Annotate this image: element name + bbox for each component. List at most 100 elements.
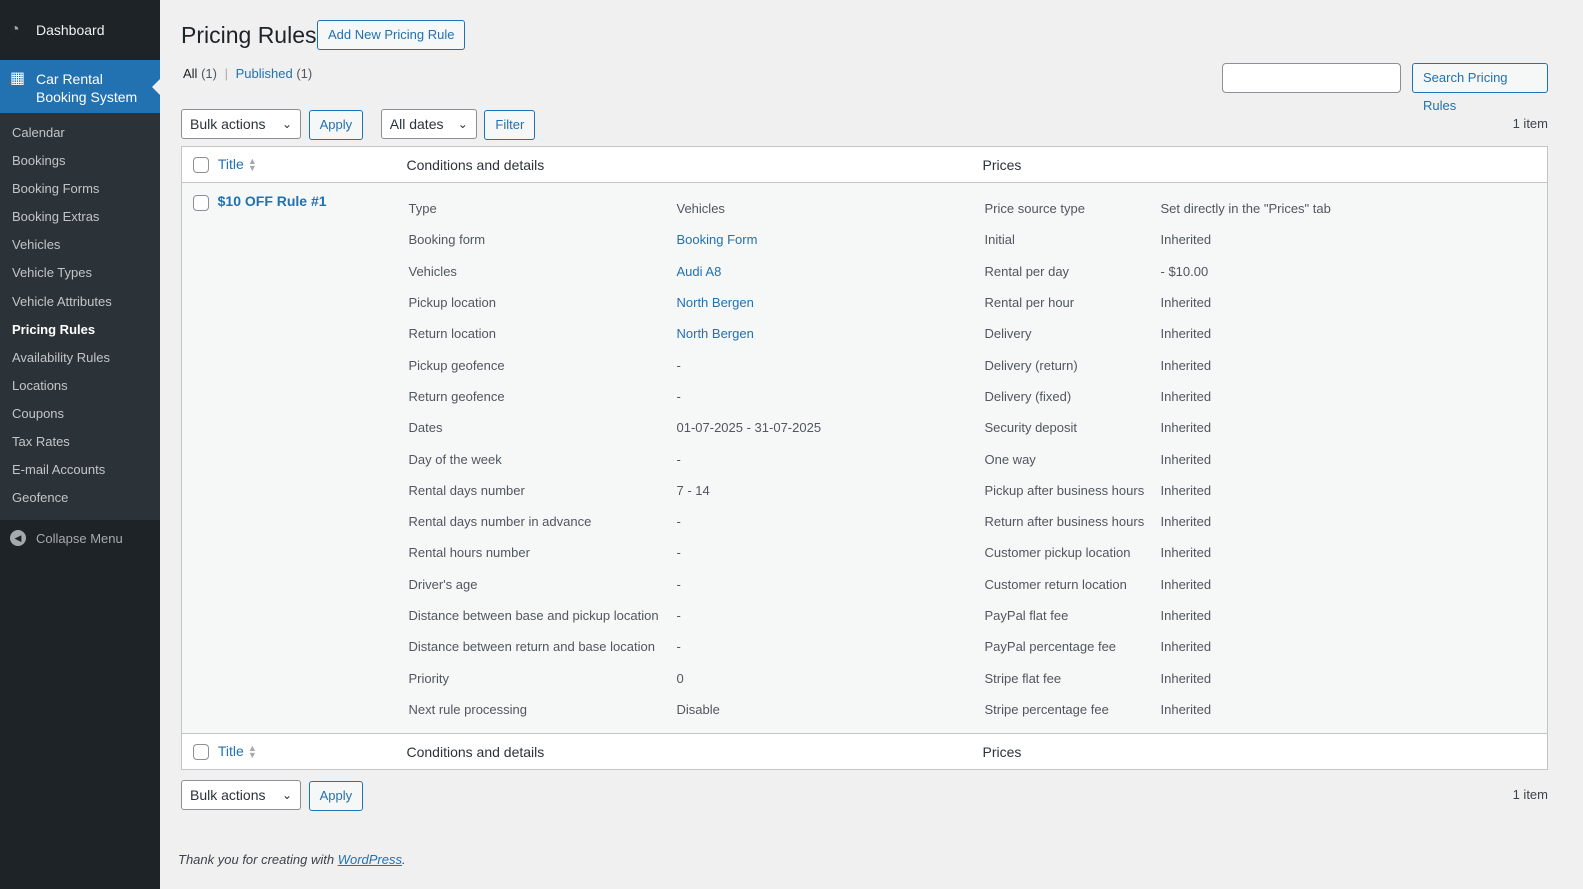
bulk-actions-select-bottom[interactable]: Bulk actions ⌄ [181, 780, 301, 810]
collapse-icon: ◀ [10, 530, 26, 547]
prices-label: Delivery [984, 326, 1032, 342]
admin-footer: Thank you for creating with WordPress. [178, 852, 406, 867]
prices-label: Customer pickup location [984, 545, 1131, 561]
prices-label: Customer return location [984, 576, 1127, 592]
search-input[interactable] [1222, 63, 1401, 93]
prices-label: PayPal flat fee [984, 608, 1069, 623]
add-new-button[interactable]: Add New Pricing Rule [317, 20, 466, 50]
prices-row: Price source type Set directly in the "Pr… [983, 193, 1543, 224]
submenu-item[interactable]: Booking Extras [12, 209, 100, 225]
admin-sidebar: ◔ Dashboard ▦ Car Rental Booking System Ca… [0, 0, 160, 889]
prices-row: Customer pickup location Inherited [983, 537, 1543, 568]
prices-label: Price source type [984, 201, 1085, 217]
conditions-value: 7 - 14 [676, 482, 710, 498]
conditions-value: - [676, 545, 681, 561]
prices-value: Inherited [1160, 639, 1212, 655]
conditions-label: Day of the week [408, 451, 502, 467]
submenu-item[interactable]: Locations [12, 377, 68, 393]
conditions-label: Pickup geofence [408, 357, 505, 373]
submenu-item[interactable]: Tax Rates [12, 434, 70, 450]
submenu-item[interactable]: E-mail Accounts [12, 462, 106, 478]
menu-car-rental[interactable]: ▦ Car Rental Booking System [0, 60, 160, 113]
prices-value: Inherited [1160, 451, 1212, 467]
select-all-checkbox-footer[interactable] [193, 744, 209, 761]
submenu-item[interactable]: Calendar [12, 125, 65, 140]
prices-value: Inherited [1160, 670, 1212, 686]
conditions-value: - [676, 639, 681, 655]
dates-select[interactable]: All dates ⌄ [380, 109, 477, 139]
filter-button[interactable]: Filter [484, 110, 536, 140]
prices-row: Customer return location Inherited [983, 569, 1543, 600]
menu-dashboard[interactable]: ◔ Dashboard [10, 21, 105, 38]
view-published[interactable]: Published [235, 66, 293, 81]
submenu-item[interactable]: Booking Forms [12, 181, 100, 197]
prices-label: Rental per hour [984, 295, 1075, 311]
chevron-down-icon: ⌄ [281, 788, 292, 802]
prices-value: Inherited [1160, 576, 1212, 592]
conditions-label: Distance between return and base locatio… [408, 639, 655, 655]
conditions-value: 0 [676, 670, 684, 686]
prices-value: Inherited [1160, 420, 1212, 436]
conditions-value-link[interactable]: Audi A8 [676, 263, 722, 279]
conditions-row: Dates 01-07-2025 - 31-07-2025 [407, 412, 983, 443]
conditions-label: Rental hours number [408, 545, 530, 561]
search-button[interactable]: Search Pricing Rules [1412, 63, 1548, 113]
prices-row: Return after business hours Inherited [983, 506, 1543, 537]
submenu-item[interactable]: Vehicle Attributes [12, 293, 112, 309]
submenu-item[interactable]: Geofence [12, 490, 69, 506]
conditions-label: Rental days number in advance [408, 514, 592, 530]
prices-row: Initial Inherited [983, 224, 1543, 255]
conditions-label: Return location [408, 326, 496, 342]
conditions-value-link[interactable]: Booking Form [676, 232, 758, 248]
conditions-value-link[interactable]: North Bergen [676, 295, 754, 311]
conditions-row: Vehicles Audi A8 [407, 256, 983, 287]
select-all-checkbox[interactable] [193, 157, 209, 174]
conditions-value: - [676, 357, 681, 373]
conditions-value: - [676, 388, 681, 404]
item-count-bottom: 1 item [1512, 787, 1548, 802]
prices-row: Rental per hour Inherited [983, 287, 1543, 318]
col-prices-footer: Prices [982, 733, 1548, 770]
col-conditions: Conditions and details [406, 146, 983, 183]
prices-value: Inherited [1160, 232, 1212, 248]
view-all[interactable]: All [183, 66, 198, 81]
conditions-row: Day of the week - [407, 443, 983, 474]
prices-row: Delivery (fixed) Inherited [983, 381, 1543, 412]
prices-label: Stripe flat fee [984, 670, 1062, 686]
conditions-label: Next rule processing [408, 701, 528, 717]
collapse-menu-button[interactable]: ◀ Collapse Menu [0, 520, 160, 547]
prices-value: Inherited [1160, 357, 1212, 373]
item-count: 1 item [1512, 116, 1548, 131]
wordpress-link[interactable]: WordPress [337, 852, 402, 867]
rule-title-link[interactable]: $10 OFF Rule #1 [217, 193, 327, 209]
apply-button[interactable]: Apply [308, 110, 364, 140]
prices-row: PayPal percentage fee Inherited [983, 631, 1543, 662]
submenu-item[interactable]: Pricing Rules [12, 321, 96, 337]
prices-label: Return after business hours [984, 514, 1145, 530]
conditions-value: Vehicles [676, 201, 725, 217]
submenu-item[interactable]: Bookings [12, 153, 66, 169]
conditions-row: Rental days number 7 - 14 [407, 475, 983, 506]
conditions-value-link[interactable]: North Bergen [676, 326, 754, 342]
table-row: $10 OFF Rule #1 Type Vehicles Booking form… [181, 182, 1548, 734]
title-sort-link[interactable]: Title [217, 155, 244, 172]
submenu-item[interactable]: Vehicle Types [12, 265, 92, 281]
prices-label: Delivery (fixed) [984, 388, 1072, 404]
apply-button-bottom[interactable]: Apply [308, 781, 364, 811]
submenu-item[interactable]: Vehicles [12, 237, 61, 253]
conditions-label: Driver's age [408, 576, 478, 592]
prices-value: Inherited [1160, 388, 1212, 404]
bulk-actions-select[interactable]: Bulk actions ⌄ [181, 109, 301, 139]
view-filters: All (1) | Published (1) [183, 66, 313, 81]
conditions-label: Pickup location [408, 295, 496, 311]
prices-value: Inherited [1160, 608, 1212, 623]
submenu-item[interactable]: Availability Rules [12, 349, 111, 365]
row-checkbox[interactable] [193, 194, 209, 211]
calendar-icon: ▦ [10, 70, 26, 87]
sort-icon: ▲ ▼ [247, 156, 257, 174]
title-sort-link-footer[interactable]: Title [217, 742, 244, 759]
conditions-row: Type Vehicles [407, 193, 983, 224]
submenu-item[interactable]: Coupons [12, 405, 65, 421]
conditions-row: Return geofence - [407, 381, 983, 412]
prices-label: Delivery (return) [984, 357, 1078, 373]
